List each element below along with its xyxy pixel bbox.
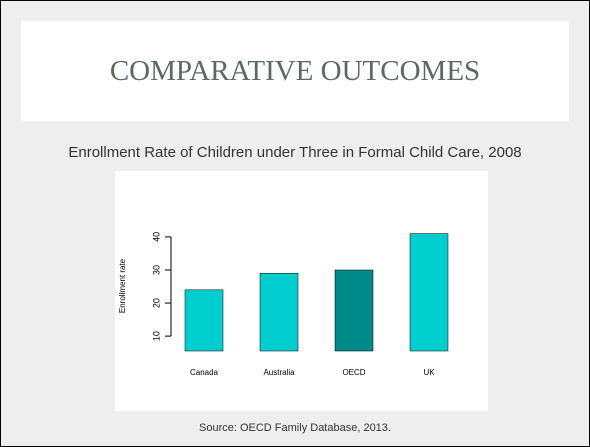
- x-tick-label: Australia: [263, 368, 295, 377]
- y-axis-label: Enrollment rate: [118, 258, 127, 313]
- bar: [259, 273, 299, 352]
- y-tick-label: 10: [151, 331, 161, 341]
- bar: [184, 289, 224, 352]
- title-box: COMPARATIVE OUTCOMES: [21, 21, 569, 121]
- y-tick-label: 20: [151, 298, 161, 308]
- y-tick-label: 40: [151, 232, 161, 242]
- x-tick-label: Canada: [190, 368, 219, 377]
- source: Source: OECD Family Database, 2013.: [199, 422, 391, 434]
- x-tick-label: OECD: [342, 368, 365, 377]
- y-tick-label: 30: [151, 265, 161, 275]
- subtitle: Enrollment Rate of Children under Three …: [68, 144, 522, 161]
- x-tick-label: UK: [423, 368, 435, 377]
- bar: [409, 233, 449, 352]
- slide-title: COMPARATIVE OUTCOMES: [109, 54, 481, 87]
- bar: [334, 269, 374, 352]
